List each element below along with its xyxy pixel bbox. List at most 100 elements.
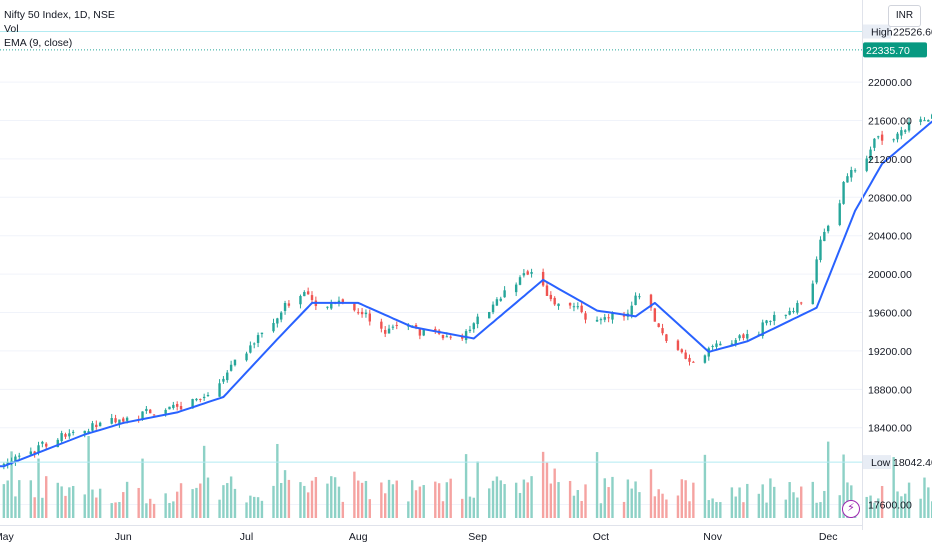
candle-body xyxy=(141,411,144,420)
candle-body xyxy=(56,439,59,448)
volume-bar xyxy=(306,492,310,518)
volume-bar xyxy=(287,479,291,518)
volume-bar xyxy=(838,495,841,518)
volume-bar xyxy=(260,500,264,518)
volume-bar xyxy=(310,480,314,518)
volume-bar xyxy=(206,477,210,518)
candle-body xyxy=(853,170,857,172)
volume-bar xyxy=(299,482,302,518)
volume-bar xyxy=(549,483,553,518)
candle-body xyxy=(191,399,194,409)
volume-bar xyxy=(175,491,179,518)
legend-ema[interactable]: EMA (9, close) xyxy=(4,37,73,49)
candlesticks xyxy=(2,113,932,470)
low-label: Low xyxy=(871,457,891,469)
candle-body xyxy=(364,312,368,315)
volume-bar xyxy=(761,484,764,518)
high-label-group: High 22526.60 xyxy=(863,24,932,39)
candle-body xyxy=(303,292,306,297)
candle-body xyxy=(684,352,687,359)
candle-body xyxy=(730,343,734,345)
candle-body xyxy=(526,271,529,275)
candle-body xyxy=(746,334,749,339)
volume-bar xyxy=(202,445,206,518)
volume-bar xyxy=(742,502,745,518)
volume-bar xyxy=(91,489,94,518)
candle-body xyxy=(472,323,475,330)
volume-bar xyxy=(826,441,830,518)
candle-body xyxy=(175,404,179,407)
volume-bar xyxy=(472,497,475,518)
candle-body xyxy=(468,329,472,331)
price-tick-label: 21600.00 xyxy=(868,115,912,127)
price-tick-label: 19600.00 xyxy=(868,308,912,320)
legend-title[interactable]: Nifty 50 Index, 1D, NSE xyxy=(4,9,115,21)
volume-bar xyxy=(380,482,383,518)
candle-body xyxy=(919,119,922,122)
volume-bar xyxy=(599,503,603,518)
candle-body xyxy=(584,313,587,320)
volume-bar xyxy=(422,485,425,518)
candle-body xyxy=(568,302,572,306)
volume-bar xyxy=(229,476,233,518)
candle-body xyxy=(152,414,156,416)
candle-body xyxy=(738,335,741,339)
candle-body xyxy=(91,423,94,431)
candle-body xyxy=(125,417,129,421)
candle-body xyxy=(765,320,768,324)
candle-body xyxy=(796,302,799,313)
candle-body xyxy=(87,431,90,433)
volume-bar xyxy=(341,501,345,518)
candle-body xyxy=(815,259,818,283)
candle-body xyxy=(387,328,391,334)
candle-body xyxy=(838,203,841,225)
volume-bar xyxy=(83,494,86,518)
last-price-label-group: 22335.70 xyxy=(863,42,927,58)
candle-body xyxy=(823,231,826,242)
candle-body xyxy=(202,396,206,399)
lightning-icon[interactable]: ⚡︎ xyxy=(842,500,860,518)
candle-body xyxy=(279,312,283,320)
volume-bar xyxy=(272,485,275,518)
volume-bar xyxy=(711,498,714,518)
volume-bar xyxy=(661,493,664,518)
candle-body xyxy=(218,383,221,397)
volume-bar xyxy=(919,498,922,518)
candle-body xyxy=(488,312,491,319)
volume-bar xyxy=(653,496,657,518)
volume-bar xyxy=(137,487,140,518)
volume-bar xyxy=(488,488,491,518)
volume-bar xyxy=(557,482,560,518)
candle-body xyxy=(68,433,71,437)
volume-bar xyxy=(461,498,464,518)
candle-body xyxy=(222,378,225,382)
price-tick-label: 21200.00 xyxy=(868,154,912,166)
volume-bar xyxy=(353,471,356,518)
candle-body xyxy=(64,434,67,437)
volume-bar xyxy=(495,476,499,518)
candle-body xyxy=(464,331,468,341)
time-tick-label: Aug xyxy=(349,531,368,543)
price-tick-label: 18800.00 xyxy=(868,384,912,396)
volume-bar xyxy=(391,484,395,518)
volume-bar xyxy=(125,481,129,518)
candle-body xyxy=(904,130,907,132)
currency-button[interactable]: INR xyxy=(888,5,921,27)
volume-bar xyxy=(218,499,221,518)
volume-bar xyxy=(14,496,17,518)
candle-body xyxy=(391,326,395,328)
time-tick-label: Jun xyxy=(115,531,132,543)
candle-body xyxy=(357,312,360,314)
candle-body xyxy=(784,314,788,316)
candle-body xyxy=(149,409,152,414)
candle-body xyxy=(229,364,233,371)
candle-body xyxy=(283,302,287,311)
legend-vol[interactable]: Vol xyxy=(4,23,19,35)
volume-bar xyxy=(734,496,737,518)
time-axis[interactable]: MayJunJulAugSepOctNovDec2024FebMar26 xyxy=(0,531,932,543)
price-axis[interactable]: 22000.00 21600.00 21200.00 20800.00 20400.00… xyxy=(868,77,912,511)
volume-bar xyxy=(33,497,36,518)
candle-body xyxy=(653,308,657,322)
volume-bar xyxy=(437,483,441,518)
